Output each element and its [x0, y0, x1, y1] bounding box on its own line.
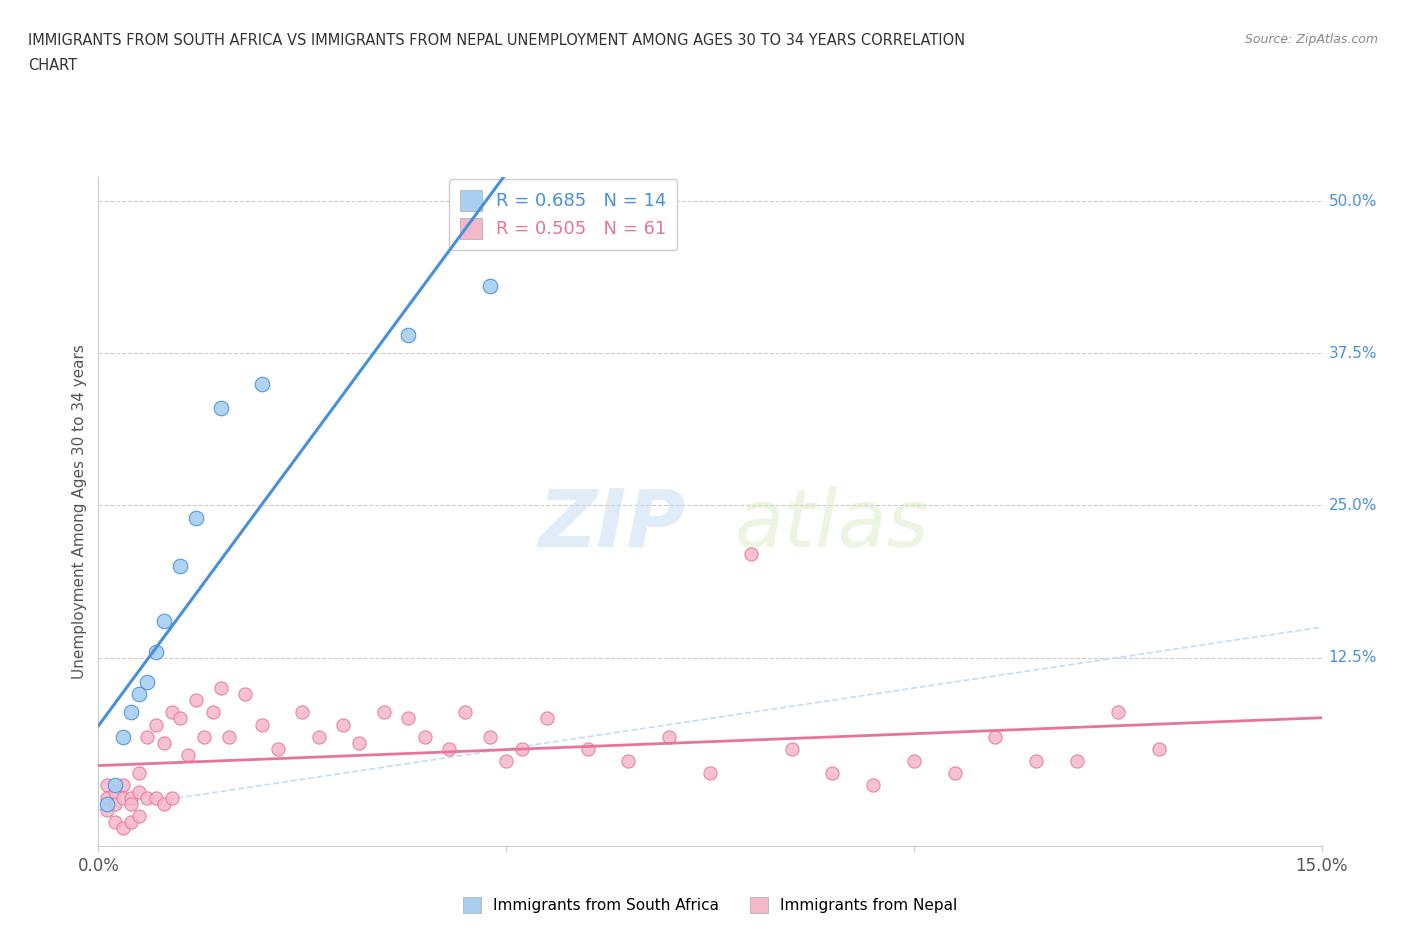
Legend: Immigrants from South Africa, Immigrants from Nepal: Immigrants from South Africa, Immigrants…	[457, 891, 963, 919]
Point	[903, 753, 925, 768]
Point	[396, 711, 419, 726]
Point	[120, 705, 142, 720]
Point	[111, 820, 134, 835]
Point	[201, 705, 224, 720]
Point	[186, 693, 208, 708]
Point	[169, 559, 191, 574]
Point	[495, 753, 517, 768]
Point	[128, 765, 150, 780]
Point	[96, 790, 118, 805]
Text: Source: ZipAtlas.com: Source: ZipAtlas.com	[1244, 33, 1378, 46]
Point	[128, 784, 150, 799]
Point	[160, 705, 183, 720]
Point	[478, 729, 501, 744]
Point	[209, 401, 232, 416]
Text: atlas: atlas	[734, 485, 929, 564]
Text: ZIP: ZIP	[538, 485, 686, 564]
Text: 37.5%: 37.5%	[1329, 346, 1376, 361]
Point	[96, 778, 118, 793]
Point	[128, 808, 150, 823]
Point	[145, 790, 167, 805]
Point	[120, 790, 142, 805]
Point	[193, 729, 215, 744]
Point	[152, 796, 174, 811]
Point	[218, 729, 240, 744]
Point	[308, 729, 330, 744]
Point	[128, 686, 150, 701]
Point	[136, 729, 159, 744]
Point	[576, 741, 599, 756]
Point	[96, 796, 118, 811]
Y-axis label: Unemployment Among Ages 30 to 34 years: Unemployment Among Ages 30 to 34 years	[72, 344, 87, 679]
Point	[617, 753, 640, 768]
Point	[111, 729, 134, 744]
Point	[536, 711, 558, 726]
Point	[104, 778, 127, 793]
Point	[209, 681, 232, 696]
Point	[373, 705, 395, 720]
Point	[454, 705, 477, 720]
Point	[111, 778, 134, 793]
Point	[145, 644, 167, 659]
Point	[186, 511, 208, 525]
Point	[658, 729, 681, 744]
Point	[145, 717, 167, 732]
Point	[152, 614, 174, 629]
Point	[1147, 741, 1170, 756]
Text: 25.0%: 25.0%	[1329, 498, 1376, 513]
Point	[437, 741, 460, 756]
Point	[111, 790, 134, 805]
Point	[1107, 705, 1129, 720]
Point	[332, 717, 354, 732]
Point	[233, 686, 256, 701]
Point	[291, 705, 314, 720]
Point	[984, 729, 1007, 744]
Point	[396, 327, 419, 342]
Text: 50.0%: 50.0%	[1329, 193, 1376, 208]
Point	[943, 765, 966, 780]
Point	[104, 815, 127, 830]
Point	[120, 815, 142, 830]
Point	[104, 796, 127, 811]
Point	[413, 729, 436, 744]
Point	[177, 748, 200, 763]
Point	[250, 717, 273, 732]
Text: IMMIGRANTS FROM SOUTH AFRICA VS IMMIGRANTS FROM NEPAL UNEMPLOYMENT AMONG AGES 30: IMMIGRANTS FROM SOUTH AFRICA VS IMMIGRAN…	[28, 33, 966, 47]
Point	[160, 790, 183, 805]
Point	[740, 547, 762, 562]
Point	[152, 736, 174, 751]
Point	[699, 765, 721, 780]
Point	[1025, 753, 1047, 768]
Point	[96, 803, 118, 817]
Point	[1066, 753, 1088, 768]
Point	[349, 736, 371, 751]
Point	[120, 796, 142, 811]
Point	[478, 279, 501, 294]
Point	[136, 674, 159, 689]
Point	[821, 765, 844, 780]
Point	[250, 377, 273, 392]
Point	[169, 711, 191, 726]
Point	[780, 741, 803, 756]
Point	[512, 741, 534, 756]
Point	[862, 778, 884, 793]
Text: 12.5%: 12.5%	[1329, 650, 1376, 665]
Point	[104, 784, 127, 799]
Point	[136, 790, 159, 805]
Text: CHART: CHART	[28, 58, 77, 73]
Point	[267, 741, 290, 756]
